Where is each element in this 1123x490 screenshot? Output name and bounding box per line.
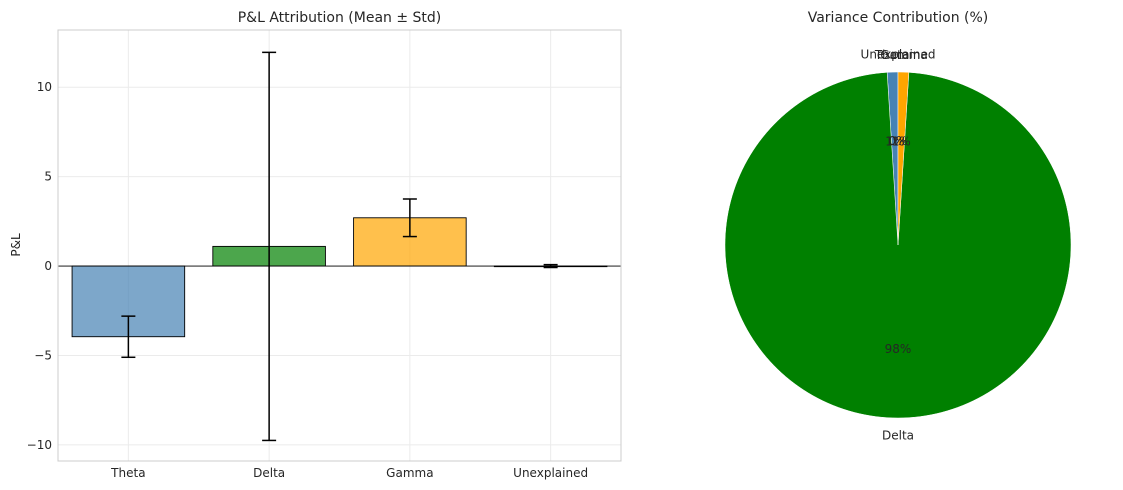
error-bars <box>121 51 558 442</box>
pie-chart: Variance Contribution (%) Theta 1% Delta 98… <box>724 10 1072 443</box>
pie-pct-label: 0% <box>888 134 907 148</box>
pie-label: Delta <box>882 428 914 442</box>
grid <box>58 30 621 461</box>
pie-pct-label: 98% <box>885 342 912 356</box>
bar-chart-title: P&L Attribution (Mean ± Std) <box>238 10 442 26</box>
plot-frame <box>57 29 622 462</box>
pie-label: Gamma <box>880 48 927 62</box>
pie-slices <box>724 71 1072 419</box>
x-tick-label: Delta <box>253 466 285 480</box>
x-tick-label: Theta <box>110 466 145 480</box>
pie-labels: Theta 1% Delta 98% Gamma 1% Unexplained 0% <box>861 48 936 443</box>
x-tick-label: Gamma <box>386 466 433 480</box>
y-tick-label: −5 <box>34 348 52 362</box>
x-tick-labels: Theta Delta Gamma Unexplained <box>110 466 588 480</box>
pie-chart-title: Variance Contribution (%) <box>808 10 989 26</box>
y-tick-labels: −10 −5 0 5 10 <box>27 80 52 452</box>
y-axis-label: P&L <box>9 233 23 257</box>
pie-label: Theta <box>874 48 909 62</box>
y-tick-label: −10 <box>27 438 52 452</box>
x-tick-label: Unexplained <box>513 466 588 480</box>
pie-label: Unexplained <box>861 48 936 62</box>
pie-slice-delta <box>724 72 1072 419</box>
pie-slice-gamma <box>897 71 910 246</box>
pie-pct-label: 1% <box>885 134 904 148</box>
y-tick-label: 0 <box>44 259 52 273</box>
y-tick-label: 5 <box>44 170 52 184</box>
bar-chart: P&L Attribution (Mean ± Std) P&L −10 −5 0 5… <box>9 10 622 480</box>
pie-pct-label: 1% <box>892 134 911 148</box>
bar-series <box>58 217 621 338</box>
y-tick-label: 10 <box>37 80 52 94</box>
